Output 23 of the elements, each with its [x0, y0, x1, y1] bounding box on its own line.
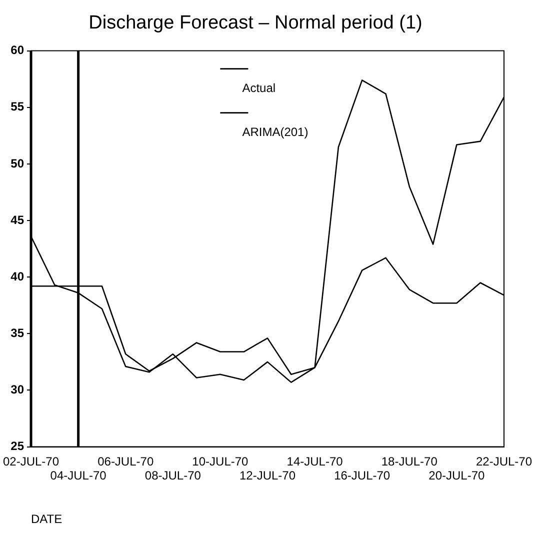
- x-tick-label: 18-JUL-70: [381, 454, 438, 468]
- x-tick-label: 10-JUL-70: [192, 454, 249, 468]
- x-tick-label: 02-JUL-70: [3, 454, 60, 468]
- y-tick-label: 50: [10, 156, 24, 170]
- x-tick-label: 08-JUL-70: [144, 468, 202, 483]
- y-tick-label: 45: [10, 212, 24, 227]
- y-tick-label: 40: [10, 269, 24, 284]
- legend-label: ARIMA(201): [242, 125, 308, 140]
- x-axis-title: DATE: [31, 512, 62, 526]
- legend-label: Actual: [242, 81, 276, 96]
- x-tick-label: 04-JUL-70: [50, 468, 107, 483]
- x-tick-label: 14-JUL-70: [286, 454, 344, 468]
- y-tick-label: 55: [10, 100, 24, 114]
- y-tick-label: 25: [10, 439, 24, 454]
- x-tick-label: 20-JUL-70: [428, 468, 486, 483]
- x-tick-label: 22-JUL-70: [476, 454, 532, 468]
- x-tick-label: 06-JUL-70: [98, 454, 154, 468]
- y-tick-label: 35: [10, 326, 24, 340]
- x-tick-label: 12-JUL-70: [239, 468, 296, 483]
- y-tick-label: 60: [10, 43, 24, 58]
- chart-title: Discharge Forecast – Normal period (1): [88, 12, 422, 34]
- y-tick-label: 30: [10, 382, 24, 397]
- x-tick-label: 16-JUL-70: [334, 468, 390, 483]
